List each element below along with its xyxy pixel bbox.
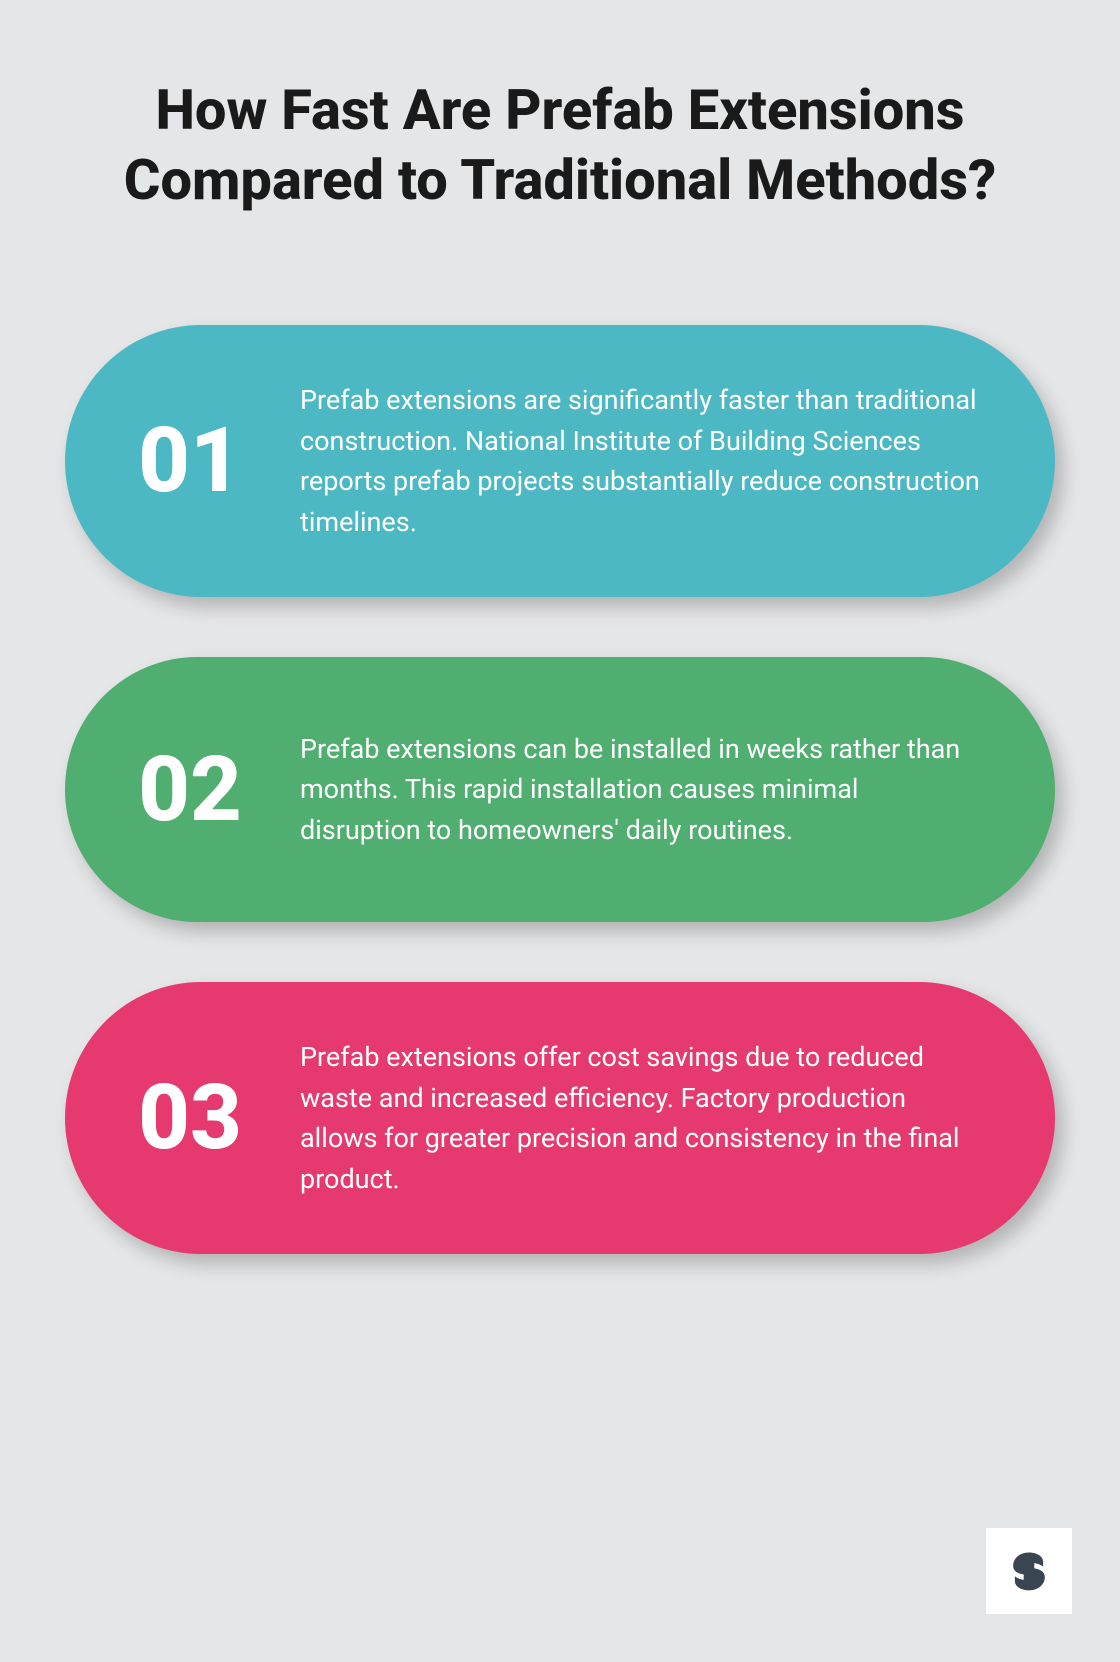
card-text: Prefab extensions offer cost savings due…: [300, 1037, 985, 1199]
card-text: Prefab extensions are significantly fast…: [300, 380, 985, 542]
card-number: 03: [125, 1073, 255, 1163]
card-text: Prefab extensions can be installed in we…: [300, 729, 985, 851]
infographic-container: How Fast Are Prefab Extensions Compared …: [0, 0, 1120, 1254]
page-title: How Fast Are Prefab Extensions Compared …: [65, 75, 1055, 215]
card-list: 01 Prefab extensions are significantly f…: [65, 325, 1055, 1254]
card-01: 01 Prefab extensions are significantly f…: [65, 325, 1055, 597]
card-02: 02 Prefab extensions can be installed in…: [65, 657, 1055, 922]
card-number: 01: [125, 416, 255, 506]
logo-icon: [1007, 1549, 1051, 1593]
card-number: 02: [125, 745, 255, 835]
logo-box: [986, 1528, 1072, 1614]
card-03: 03 Prefab extensions offer cost savings …: [65, 982, 1055, 1254]
